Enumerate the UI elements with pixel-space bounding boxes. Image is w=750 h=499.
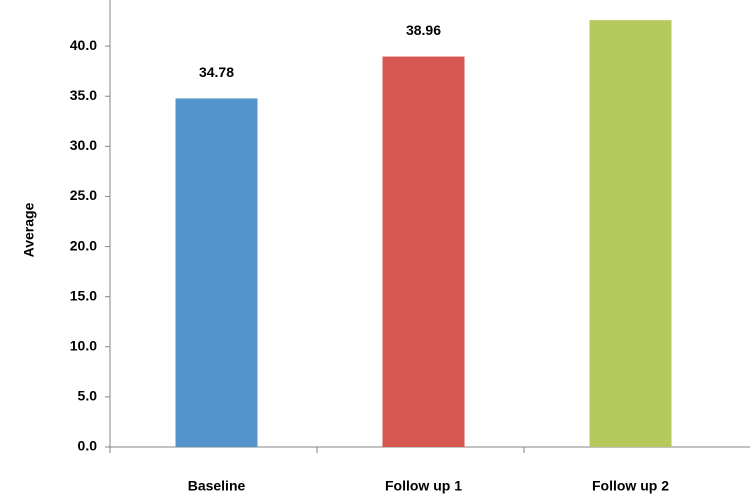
y-axis-label: Average [21,202,37,257]
y-tick-label: 15.0 [70,287,97,303]
y-tick-label: 30.0 [70,137,97,153]
x-tick-label: Follow up 2 [592,478,669,494]
bar [382,56,465,448]
bar [175,98,258,447]
y-tick-label: 25.0 [70,187,97,203]
y-tick-label: 40.0 [70,37,97,53]
x-tick-label: Follow up 1 [385,478,462,494]
value-label: 34.78 [199,64,234,80]
bar [589,20,672,447]
value-label: 38.96 [406,22,441,38]
y-tick-label: 5.0 [78,388,98,404]
x-tick-label: Baseline [188,478,246,494]
y-tick-label: 35.0 [70,87,97,103]
y-tick-label: 20.0 [70,237,97,253]
y-tick-label: 0.0 [78,438,98,454]
y-tick-label: 10.0 [70,337,97,353]
value-label: 42.59 [613,0,648,2]
y-tick-label: 45.0 [70,0,97,3]
